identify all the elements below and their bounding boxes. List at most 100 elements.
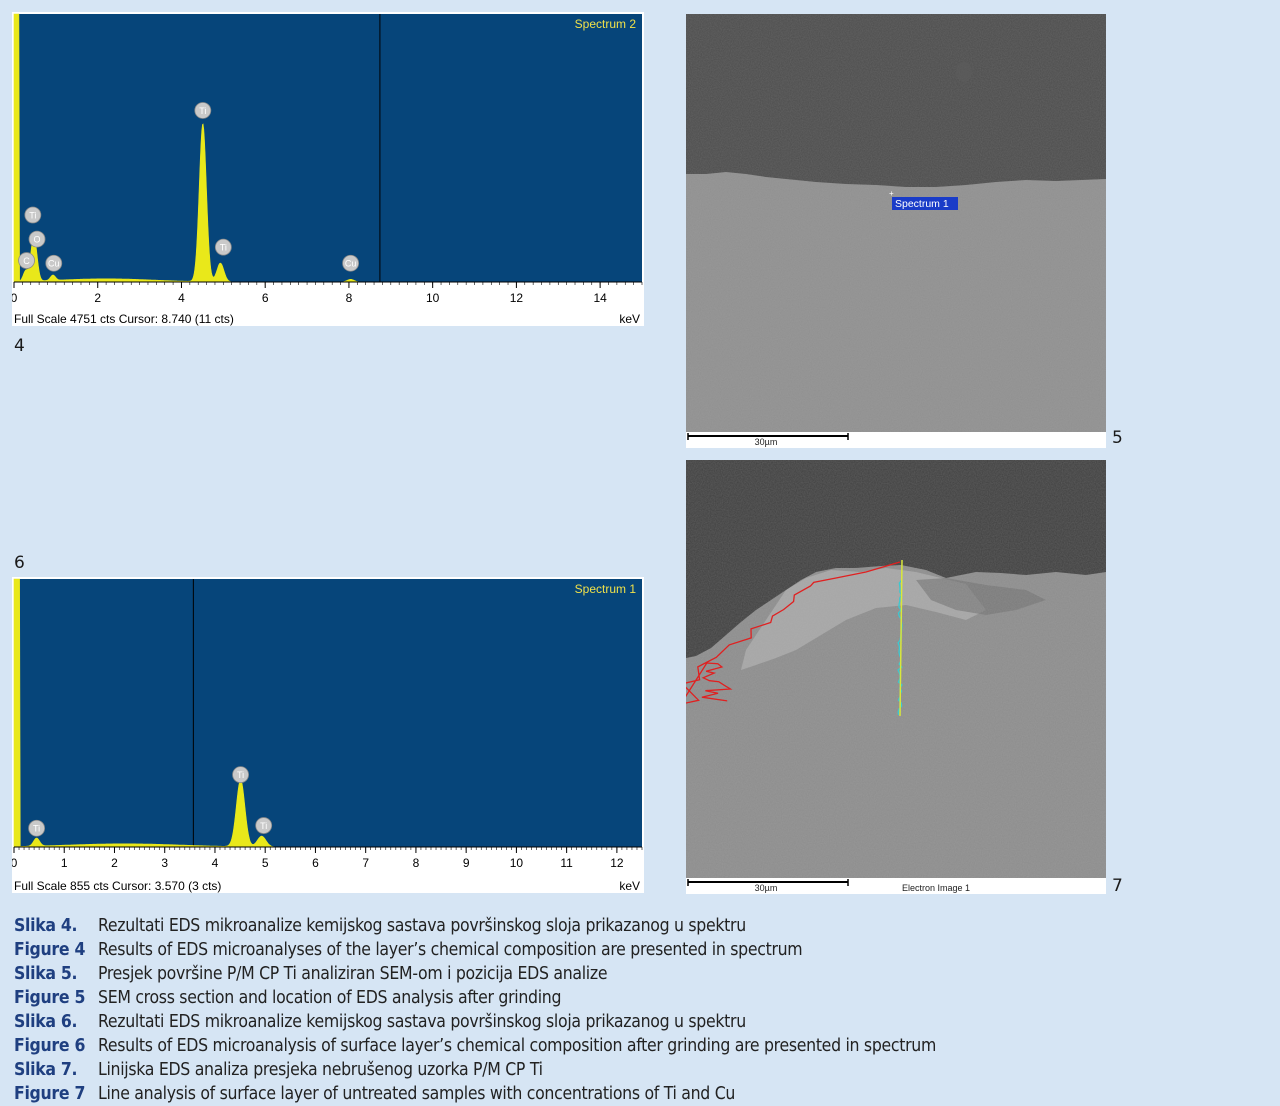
spectrum-label: Spectrum 1: [575, 582, 637, 596]
peak-label-text: Ti: [260, 821, 267, 831]
peak-label-ti: Ti: [255, 817, 273, 834]
sem-image-fig5: 30µm + Spectrum 1: [686, 14, 1106, 448]
caption-text: Results of EDS microanalyses of the laye…: [98, 940, 803, 960]
peak-label-c: C: [18, 252, 35, 269]
caption-text: Rezultati EDS mikroanalize kemijskog sas…: [98, 916, 746, 936]
peak-label-text: Cu: [345, 259, 357, 269]
x-tick-label: 14: [593, 291, 607, 305]
caption-text: Line analysis of surface layer of untrea…: [98, 1084, 736, 1104]
plot-area: [14, 579, 642, 847]
caption-slika-6: Slika 6. Rezultati EDS mikroanalize kemij…: [14, 1010, 1274, 1034]
x-tick-label: 4: [212, 856, 219, 870]
scale-bar: [687, 433, 849, 440]
peak-label-circle: [24, 206, 42, 224]
spectrum-chart-fig4: C Ti O Cu Ti Ti Cu Spectrum 2 0 2 4 6 8 10 12 14 Full Sc…: [12, 12, 644, 326]
caption-figure-5: Figure 5 SEM cross section and location o…: [14, 986, 1274, 1010]
peak-label-text: C: [23, 256, 30, 266]
x-tick-label: 12: [610, 856, 624, 870]
peak-label-cu: Cu: [342, 254, 360, 272]
line-scan-yellow: [899, 559, 903, 717]
scale-bar-label: 30µm: [755, 437, 778, 447]
caption-label: Slika 6.: [14, 1012, 78, 1032]
peak-label-ti: Ti: [214, 238, 232, 256]
figure-number-5: 5: [1112, 428, 1123, 448]
sem-svg-fig5: 30µm + Spectrum 1: [686, 14, 1106, 448]
peak-label-ti: Ti: [194, 102, 212, 119]
peak-label-o: O: [28, 230, 46, 248]
x-tick-label: 11: [560, 856, 573, 870]
peak-label-circle: [232, 766, 249, 784]
footer-left: Full Scale 855 cts Cursor: 3.570 (3 cts): [14, 879, 221, 893]
caption-text: Linijska EDS analiza presjeka nebrušenog…: [98, 1060, 543, 1080]
spectrum-marker-label: Spectrum 1: [895, 198, 949, 210]
x-tick-label: 8: [413, 856, 420, 870]
spectrum-marker: + Spectrum 1: [889, 189, 958, 210]
caption-figure-7: Figure 7 Line analysis of surface layer o…: [14, 1082, 1274, 1106]
plot-area: [14, 14, 642, 282]
caption-slika-7: Slika 7. Linijska EDS analiza presjeka ne…: [14, 1058, 1274, 1082]
captions: Slika 4. Rezultati EDS mikroanalize kemij…: [14, 914, 1274, 1106]
x-tick-label: 4: [178, 291, 185, 305]
x-tick-label: 5: [262, 856, 269, 870]
peak-label-text: Ti: [199, 106, 206, 116]
x-tick-label: 7: [362, 856, 369, 870]
scale-bar: [687, 879, 849, 886]
footer-left: Full Scale 4751 cts Cursor: 8.740 (11 ct…: [14, 312, 234, 326]
grain-overlay: [686, 14, 1106, 448]
x-tick-label: 10: [510, 856, 524, 870]
peak-label-text: Cu: [48, 259, 60, 269]
caption-slika-5: Slika 5. Presjek površine P/M CP Ti anali…: [14, 962, 1274, 986]
caption-slika-4: Slika 4. Rezultati EDS mikroanalize kemij…: [14, 914, 1274, 938]
caption-text: SEM cross section and location of EDS an…: [98, 988, 562, 1008]
sem-image-fig7: 30µm Electron Image 1: [686, 460, 1106, 894]
spectrum-label: Spectrum 2: [575, 17, 637, 31]
peak-label-circle: [255, 817, 273, 834]
peak-label-circle: [45, 254, 63, 272]
caption-label: Slika 7.: [14, 1060, 78, 1080]
caption-label: Figure 6: [14, 1036, 86, 1056]
x-tick-label: 10: [426, 291, 440, 305]
scale-bar-label: 30µm: [755, 883, 778, 893]
peak-label-ti: Ti: [232, 766, 249, 784]
caption-text: Presjek površine P/M CP Ti analiziran SE…: [98, 964, 608, 984]
spectrum-svg-fig4: C Ti O Cu Ti Ti Cu Spectrum 2 0 2 4 6 8 10 12 14 Full Sc…: [12, 13, 643, 326]
electron-image-label: Electron Image 1: [902, 883, 970, 893]
x-tick-label: 0: [12, 291, 18, 305]
peak-label-circle: [28, 819, 46, 837]
spectrum-chart-fig6: Ti Ti Ti Spectrum 1 0 1 2 3 4 5 6 7 8 9 10 11 12 Full Sca…: [12, 577, 644, 893]
caption-label: Slika 4.: [14, 916, 78, 936]
peak-label-cu: Cu: [45, 254, 63, 272]
surface-blemish: [956, 62, 972, 82]
x-tick-label: 9: [463, 856, 470, 870]
peak-label-circle: [18, 252, 35, 269]
x-tick-label: 12: [510, 291, 524, 305]
caption-figure-6: Figure 6 Results of EDS microanalysis of …: [14, 1034, 1274, 1058]
caption-label: Figure 5: [14, 988, 86, 1008]
peak-label-ti: Ti: [24, 206, 42, 224]
figure-number-4: 4: [14, 336, 25, 356]
peak-label-ti: Ti: [28, 819, 46, 837]
caption-label: Slika 5.: [14, 964, 78, 984]
peak-label-text: Ti: [29, 211, 36, 221]
x-tick-label: 6: [262, 291, 269, 305]
caption-text: Results of EDS microanalysis of surface …: [98, 1036, 937, 1056]
line-scan-red: [686, 561, 901, 704]
peak-label-text: Ti: [33, 824, 40, 834]
peak-label-text: Ti: [237, 770, 244, 780]
figure-number-6: 6: [14, 553, 25, 573]
grain-overlay: [686, 460, 1106, 894]
peak-label-circle: [214, 238, 232, 256]
x-tick-label: 2: [94, 291, 101, 305]
x-tick-label: 3: [161, 856, 168, 870]
spectrum-marker-cross: +: [889, 189, 894, 198]
peak-label-text: O: [34, 235, 41, 245]
caption-label: Figure 7: [14, 1084, 86, 1104]
caption-figure-4: Figure 4 Results of EDS microanalyses of …: [14, 938, 1274, 962]
peak-label-circle: [28, 230, 46, 248]
peak-label-text: Ti: [220, 243, 227, 253]
caption-label: Figure 4: [14, 940, 86, 960]
scale-strip: [686, 432, 1106, 448]
peak-label-circle: [194, 102, 212, 119]
spectrum-marker-box: [892, 197, 958, 210]
